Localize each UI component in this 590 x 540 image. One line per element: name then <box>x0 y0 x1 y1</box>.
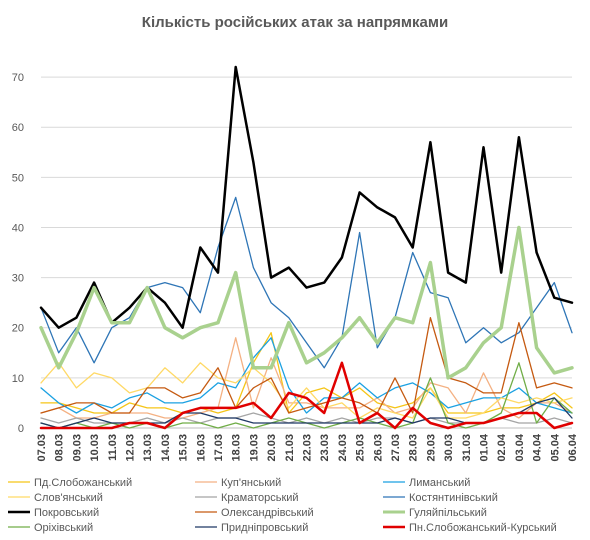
legend-label: Покровський <box>34 507 99 519</box>
x-tick-label: 16.03 <box>195 434 207 462</box>
x-tick-label: 25.03 <box>355 434 367 462</box>
legend-label: Лиманський <box>409 477 470 489</box>
series-line-5 <box>40 196 573 369</box>
y-tick-label: 20 <box>12 323 24 335</box>
x-tick-label: 22.03 <box>302 434 314 462</box>
x-tick-label: 28.03 <box>408 434 420 462</box>
x-tick-label: 27.03 <box>390 434 402 462</box>
legend-label: Костянтинівський <box>409 492 498 504</box>
x-tick-label: 26.03 <box>372 434 384 462</box>
x-axis-ticks: 07.03 08.03 09.03 10.03 11.03 12.03 13.03 14.03… <box>36 433 579 461</box>
y-axis-ticks: 0 10 20 30 40 50 60 70 <box>12 72 24 435</box>
legend-label: Пд.Слобожанський <box>34 477 132 489</box>
series-line-7 <box>40 317 573 414</box>
legend-label: Краматорський <box>221 492 299 504</box>
legend-label: Слов'янський <box>34 492 103 504</box>
x-tick-label: 21.03 <box>284 434 296 462</box>
x-tick-label: 15.03 <box>178 434 190 462</box>
x-tick-label: 10.03 <box>89 434 101 462</box>
series-line-6 <box>39 65 574 329</box>
x-tick-label: 11.03 <box>107 434 119 461</box>
series-line-3 <box>40 362 573 419</box>
x-tick-label: 03.04 <box>514 433 526 461</box>
legend-label: Пн.Слобожанський-Курський <box>409 522 557 534</box>
legend-label: Придніпровський <box>221 522 308 534</box>
y-tick-label: 50 <box>12 172 24 184</box>
gridlines <box>41 76 572 429</box>
x-tick-label: 23.03 <box>319 434 331 462</box>
x-tick-label: 05.04 <box>549 433 561 461</box>
x-tick-label: 20.03 <box>266 434 278 462</box>
series-line-11 <box>39 361 574 430</box>
x-tick-label: 29.03 <box>425 434 437 462</box>
y-tick-label: 70 <box>12 72 24 84</box>
x-tick-label: 17.03 <box>213 434 225 462</box>
legend-label: Куп'янський <box>221 477 281 489</box>
legend-label: Гуляйпільський <box>409 507 487 519</box>
x-tick-label: 12.03 <box>125 434 137 462</box>
chart-title: Кількість російських атак за напрямками <box>142 14 448 31</box>
x-tick-label: 24.03 <box>337 434 349 462</box>
x-tick-label: 04.04 <box>532 433 544 461</box>
x-tick-label: 31.03 <box>461 434 473 462</box>
y-tick-label: 60 <box>12 122 24 134</box>
x-tick-label: 13.03 <box>142 434 154 462</box>
y-tick-label: 30 <box>12 273 24 285</box>
legend-label: Олександрівський <box>221 507 314 519</box>
series-line-8 <box>39 225 574 380</box>
x-tick-label: 18.03 <box>231 434 243 462</box>
y-tick-label: 0 <box>18 423 24 435</box>
x-tick-label: 02.04 <box>496 433 508 461</box>
x-tick-label: 08.03 <box>54 434 66 462</box>
legend-label: Оріхівський <box>34 522 93 534</box>
x-tick-label: 30.03 <box>443 434 455 462</box>
x-tick-label: 09.03 <box>71 434 83 462</box>
series-lines <box>39 65 574 430</box>
x-tick-label: 14.03 <box>160 434 172 462</box>
legend: Пд.Слобожанський Куп'янський Лиманський Сло… <box>8 477 557 534</box>
y-tick-label: 40 <box>12 222 24 234</box>
x-tick-label: 07.03 <box>36 434 48 462</box>
series-line-2 <box>40 337 573 414</box>
x-tick-label: 06.04 <box>567 433 579 461</box>
x-tick-label: 19.03 <box>248 434 260 462</box>
series-line-0 <box>40 332 573 414</box>
x-tick-label: 01.04 <box>479 433 491 461</box>
y-tick-label: 10 <box>12 373 24 385</box>
